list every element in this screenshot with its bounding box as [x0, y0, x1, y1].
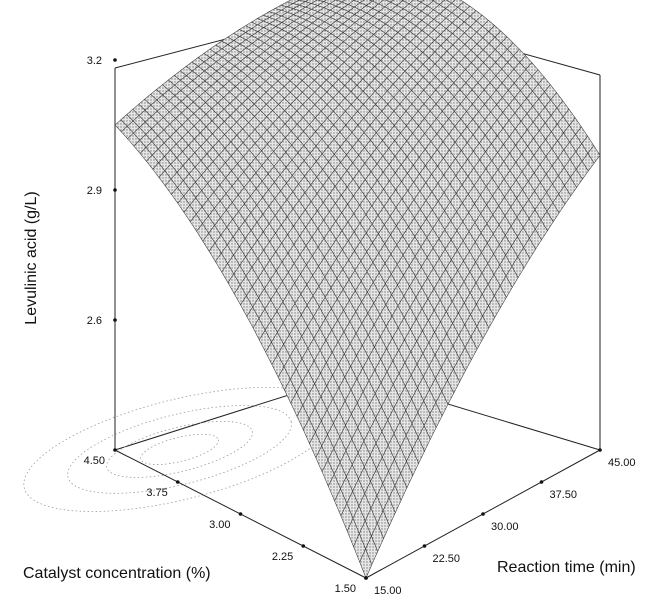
z-tick-label: 2.6 — [87, 315, 102, 327]
z-axis-title: Levulinic acid (g/L) — [23, 191, 40, 324]
z-tick-label: 3.2 — [87, 55, 102, 67]
time-axis-ticks: 15.00 22.50 30.00 37.50 45.00 — [364, 448, 636, 597]
contour-line — [140, 433, 219, 465]
time-tick-mark — [422, 544, 427, 548]
catalyst-tick-label: 3.75 — [146, 487, 167, 499]
z-tick-mark — [113, 318, 117, 322]
time-tick-mark — [481, 512, 485, 516]
catalyst-tick-mark — [238, 512, 243, 516]
catalyst-tick-label: 1.50 — [335, 583, 356, 595]
z-axis-ticks: 2.62.93.23.53.8 — [87, 55, 117, 327]
z-tick-mark — [113, 58, 117, 62]
catalyst-tick-mark — [113, 448, 117, 452]
catalyst-tick-mark — [301, 544, 306, 548]
catalyst-axis-title: Catalyst concentration (%) — [23, 565, 211, 582]
contour-line — [67, 405, 292, 494]
time-tick-label: 45.00 — [608, 457, 636, 469]
time-tick-label: 22.50 — [433, 553, 461, 565]
time-tick-label: 37.50 — [550, 489, 578, 501]
time-tick-label: 15.00 — [374, 585, 402, 597]
catalyst-axis-ticks: 1.50 2.25 3.00 3.75 4.50 — [84, 448, 368, 595]
contour-line — [106, 421, 253, 478]
time-tick-label: 30.00 — [491, 521, 519, 533]
catalyst-tick-label: 2.25 — [272, 551, 293, 563]
time-tick-mark — [539, 480, 544, 484]
z-tick-mark — [113, 188, 117, 192]
surface-cell — [359, 548, 373, 579]
catalyst-tick-label: 3.00 — [209, 519, 230, 531]
time-tick-mark — [598, 448, 602, 452]
response-surface — [114, 0, 601, 579]
time-axis-title: Reaction time (min) — [497, 559, 636, 576]
time-tick-mark — [364, 576, 368, 580]
z-tick-label: 2.9 — [87, 185, 102, 197]
catalyst-tick-label: 4.50 — [84, 455, 105, 467]
catalyst-tick-mark — [175, 480, 180, 484]
